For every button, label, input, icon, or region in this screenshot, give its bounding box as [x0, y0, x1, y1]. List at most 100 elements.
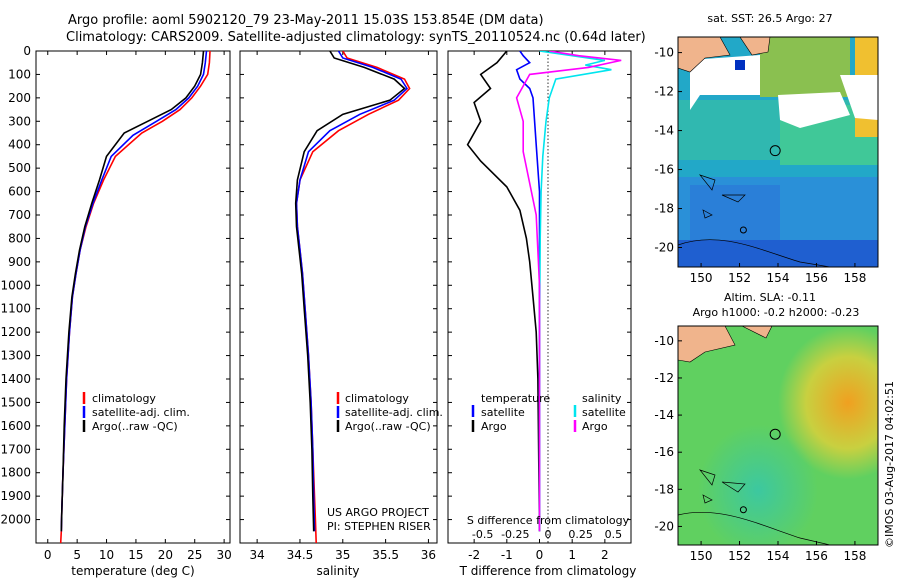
series-line-t-argo [466, 51, 541, 532]
difference-profiles [466, 51, 622, 532]
sla-secondary-marker [739, 506, 747, 514]
x-tick-label: -2 [468, 548, 480, 562]
sla-reefs [698, 469, 746, 504]
x-tick-label: 36 [421, 548, 436, 562]
depth-tick-label: 1600 [0, 419, 31, 433]
depth-tick-label: 1400 [0, 372, 31, 386]
sst-bathymetry-contour [678, 239, 831, 267]
pi-label: PI: STEPHEN RISER [327, 520, 431, 533]
map-x-tick-label: 150 [690, 271, 713, 285]
salinity-plot-frame [239, 50, 438, 544]
x-tick-label: 0 [536, 548, 544, 562]
temperature-panel: 0100200300400500600700800900100011001200… [0, 44, 231, 578]
sst-field-south [678, 240, 878, 267]
depth-tick-label: 1700 [0, 442, 31, 456]
depth-tick-label: 900 [8, 255, 31, 269]
figure-title-line1: Argo profile: aoml 5902120_79 23-May-201… [68, 13, 544, 28]
s-tick-label: -0.25 [501, 528, 529, 541]
sla-low [678, 326, 878, 545]
sla-land [678, 326, 773, 363]
x-tick-label: 0 [44, 548, 52, 562]
x-tick-label: 34.5 [287, 548, 314, 562]
x-tick-label: 25 [187, 548, 202, 562]
depth-tick-label: 1500 [0, 395, 31, 409]
legend-s-argo-label: Argo [582, 420, 608, 433]
sst-reefs [698, 174, 746, 219]
depth-tick-label: 600 [8, 185, 31, 199]
series-line-s-argo [515, 51, 622, 532]
legend-t-satellite-label: satellite [481, 406, 525, 419]
map-x-tick-label: 156 [805, 549, 828, 563]
sla-map-x-axis: 150 152 154 156 158 [690, 541, 866, 563]
salinity-depth-ticks [240, 50, 437, 521]
sla-map-title-line1: Altim. SLA: -0.11 [724, 291, 816, 304]
temperature-profiles [59, 51, 211, 543]
map-x-tick-label: 150 [690, 549, 713, 563]
x-tick-label: 1 [568, 548, 576, 562]
map-y-tick-label: -16 [654, 163, 674, 177]
map-y-tick-label: -18 [654, 202, 674, 216]
sst-map-y-axis: -10 -12 -14 -16 -18 -20 [654, 46, 682, 255]
sla-map-y-axis: -10 -12 -14 -16 -18 -20 [654, 334, 682, 533]
legend-argo-label: Argo(..raw -QC) [345, 420, 431, 433]
difference-legend: temperature satellite Argo salinity sate… [471, 392, 626, 433]
x-tick-label: 10 [99, 548, 114, 562]
depth-tick-label: 300 [8, 114, 31, 128]
depth-tick-label: 1900 [0, 489, 31, 503]
map-y-tick-label: -20 [654, 241, 674, 255]
map-x-tick-label: 154 [767, 549, 790, 563]
depth-axis: 0 100 200 300 400 500 600 700 800 900 1000 1100 1200… [0, 44, 230, 527]
temperature-legend: climatology satellite-adj. clim. Argo(..… [82, 392, 190, 433]
salinity-x-axis: 34 34.5 35 35.5 36 [249, 51, 436, 562]
legend-climatology-label: climatology [92, 392, 156, 405]
map-y-tick-label: -10 [654, 334, 674, 348]
s-difference-label: S difference from climatology [467, 514, 630, 527]
depth-tick-label: 700 [8, 208, 31, 222]
legend-climatology-label: climatology [345, 392, 409, 405]
legend-temperature-title: temperature [481, 392, 550, 405]
map-y-tick-label: -18 [654, 482, 674, 496]
x-tick-label: -1 [501, 548, 513, 562]
sla-map-field [678, 326, 878, 545]
sst-secondary-marker [739, 226, 747, 234]
sst-cold-cell [735, 60, 745, 70]
sst-map-title: sat. SST: 26.5 Argo: 27 [707, 12, 832, 25]
x-tick-label: 15 [128, 548, 143, 562]
map-y-tick-label: -12 [654, 371, 674, 385]
depth-tick-label: 200 [8, 91, 31, 105]
map-x-tick-label: 158 [843, 549, 866, 563]
legend-t-argo-label: Argo [481, 420, 507, 433]
map-x-tick-label: 152 [728, 549, 751, 563]
t-difference-xlabel: T difference from climatology [459, 564, 637, 578]
x-tick-label: 20 [158, 548, 173, 562]
timestamp-label: ©IMOS 03-Aug-2017 04:02:51 [883, 381, 896, 548]
sst-map-x-axis: 150 152 154 156 158 [690, 263, 866, 285]
salinity-panel: 34 34.5 35 35.5 36 salinity climatology sate… [239, 50, 443, 578]
s-difference-tick-labels: -0.5 -0.25 0 0.25 0.5 [472, 528, 622, 541]
sla-map-panel: Altim. SLA: -0.11 Argo h1000: -0.2 h2000… [654, 291, 879, 563]
map-x-tick-label: 156 [805, 271, 828, 285]
legend-salinity-title: salinity [582, 392, 622, 405]
map-y-tick-label: -12 [654, 85, 674, 99]
depth-tick-label: 100 [8, 67, 31, 81]
map-y-tick-label: -14 [654, 124, 674, 138]
depth-tick-label: 1100 [0, 302, 31, 316]
temperature-xlabel: temperature (deg C) [71, 564, 194, 578]
sst-map-panel: sat. SST: 26.5 Argo: 27 150 152 154 156 158 … [654, 12, 879, 285]
temperature-x-axis: 0 5 10 15 20 25 30 [44, 51, 232, 562]
salinity-xlabel: salinity [316, 564, 359, 578]
x-tick-label: 2 [601, 548, 609, 562]
temperature-plot-frame [35, 50, 231, 544]
legend-argo-label: Argo(..raw -QC) [92, 420, 178, 433]
legend-satellite-label: satellite-adj. clim. [345, 406, 443, 419]
series-line-argo-raw-qc- [294, 51, 406, 532]
s-tick-label: 0 [545, 528, 552, 541]
s-tick-label: 0.5 [605, 528, 623, 541]
depth-tick-label: 1300 [0, 349, 31, 363]
depth-tick-label: 800 [8, 231, 31, 245]
series-line-satellite-adj-clim- [295, 51, 409, 532]
sst-field-north [760, 37, 850, 97]
sla-argo-marker [769, 428, 781, 440]
salinity-legend: climatology satellite-adj. clim. Argo(..… [336, 392, 443, 433]
sst-field-cool [690, 185, 780, 240]
